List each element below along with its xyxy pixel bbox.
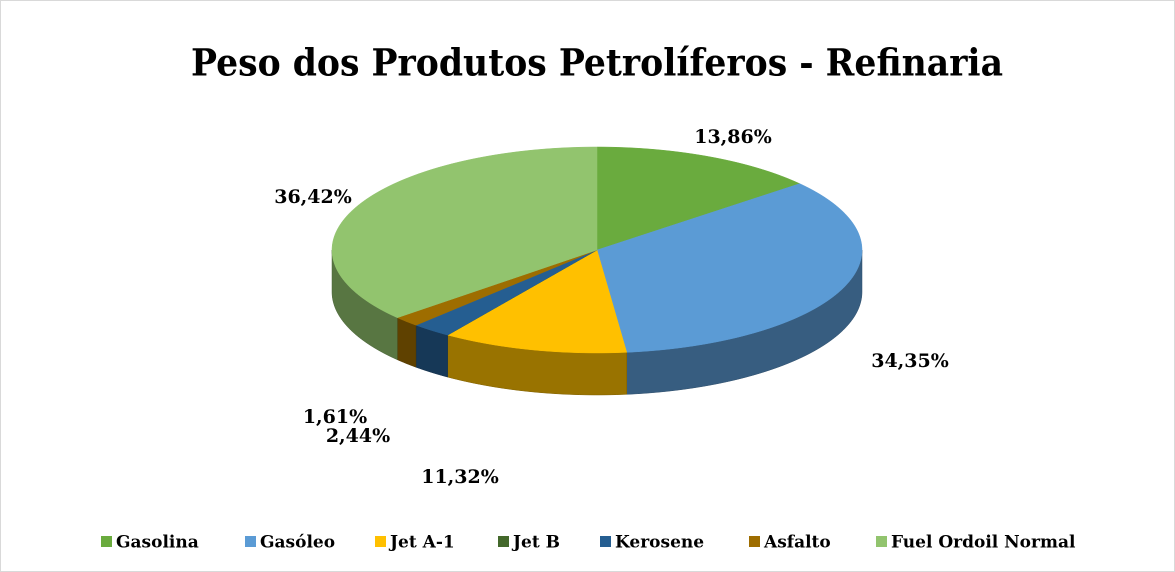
legend-label: Fuel Ordoil Normal <box>891 533 1076 553</box>
slice <box>596 146 801 251</box>
data-label: 1,61% <box>303 406 367 428</box>
slice <box>596 183 863 353</box>
legend-label: Jet B <box>511 533 560 553</box>
legend-swatch <box>375 536 386 547</box>
legend-label: Jet A-1 <box>388 533 455 553</box>
legend-swatch <box>600 536 611 547</box>
legend-label: Kerosene <box>615 533 704 553</box>
legend-swatch <box>101 536 112 547</box>
legend-label: Asfalto <box>763 533 831 553</box>
chart-title: Peso dos Produtos Petrolíferos - Refinar… <box>191 41 1003 85</box>
legend-swatch <box>245 536 256 547</box>
data-label: 11,32% <box>421 466 499 488</box>
legend-label: Gasolina <box>116 533 199 553</box>
slice <box>396 249 598 326</box>
data-label: 13,86% <box>694 126 772 148</box>
slice <box>446 249 628 354</box>
slice-side <box>397 317 417 368</box>
slice <box>415 249 598 336</box>
data-label: 2,44% <box>326 425 390 447</box>
legend-label: Gasóleo <box>260 533 335 553</box>
legend-swatch <box>749 536 760 547</box>
legend-swatch <box>498 536 509 547</box>
legend-swatch <box>876 536 887 547</box>
slice <box>331 146 598 318</box>
data-label: 36,42% <box>274 186 352 208</box>
data-label: 34,35% <box>871 350 949 372</box>
